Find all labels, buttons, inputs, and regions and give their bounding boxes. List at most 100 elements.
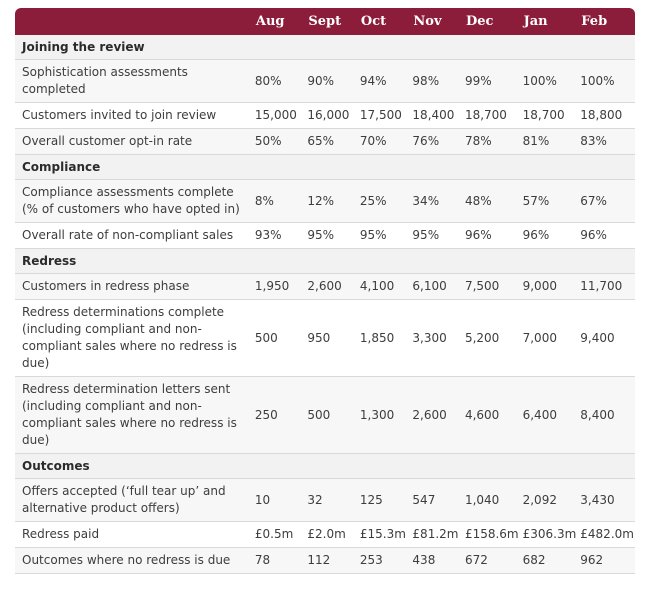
row-value: 25% (356, 179, 410, 223)
row-value: 9,400 (577, 299, 635, 377)
row-value: 438 (409, 547, 462, 574)
row-value: 18,700 (461, 102, 520, 129)
row-label: Redress paid (15, 521, 252, 548)
row-value: 48% (461, 179, 520, 223)
row-value: £81.2m (409, 521, 462, 548)
row-value: £2.0m (304, 521, 357, 548)
row-value: 93% (251, 222, 305, 249)
header-month-oct: Oct (356, 8, 410, 35)
row-value: 10 (251, 478, 305, 522)
row-value: 2,092 (519, 478, 578, 522)
table-header-row: Aug Sept Oct Nov Dec Jan Feb (15, 8, 635, 35)
row-value: 17,500 (356, 102, 410, 129)
row-label: Offers accepted (‘full tear up’ and alte… (15, 478, 252, 522)
row-value: 67% (577, 179, 635, 223)
row-label: Compliance assessments complete (% of cu… (15, 179, 252, 223)
table-row: Overall customer opt-in rate 50% 65% 70% 76%… (15, 128, 635, 155)
review-progress-table: Aug Sept Oct Nov Dec Jan Feb Joining the… (15, 8, 635, 574)
table-row: Redress paid £0.5m £2.0m £15.3m £81.2m £158.6… (15, 521, 635, 548)
row-value: 250 (251, 376, 305, 454)
row-value: 34% (409, 179, 462, 223)
row-value: £0.5m (251, 521, 305, 548)
row-value: 11,700 (577, 273, 635, 300)
row-value: 1,300 (356, 376, 410, 454)
section-title: Joining the review (15, 35, 635, 60)
row-value: 1,950 (251, 273, 305, 300)
row-value: 96% (519, 222, 578, 249)
row-value: 78 (251, 547, 305, 574)
row-value: 4,600 (461, 376, 520, 454)
row-value: £15.3m (356, 521, 410, 548)
row-label: Sophistication assessments completed (15, 59, 252, 103)
row-value: 81% (519, 128, 578, 155)
row-value: 95% (409, 222, 462, 249)
row-value: 76% (409, 128, 462, 155)
row-value: £306.3m (519, 521, 578, 548)
row-value: 3,300 (409, 299, 462, 377)
row-label: Redress determination letters sent (incl… (15, 376, 252, 454)
section-title: Compliance (15, 154, 635, 180)
row-value: 95% (356, 222, 410, 249)
row-value: 100% (519, 59, 578, 103)
row-value: 12% (304, 179, 357, 223)
row-value: 112 (304, 547, 357, 574)
row-value: 18,400 (409, 102, 462, 129)
row-value: 547 (409, 478, 462, 522)
section-header-row: Joining the review (15, 35, 635, 60)
row-value: 65% (304, 128, 357, 155)
row-value: 1,850 (356, 299, 410, 377)
row-value: 57% (519, 179, 578, 223)
row-value: 98% (409, 59, 462, 103)
review-progress-table-wrapper: Aug Sept Oct Nov Dec Jan Feb Joining the… (15, 8, 635, 574)
section-header-row: Compliance (15, 154, 635, 180)
row-value: 1,040 (461, 478, 520, 522)
row-label: Customers invited to join review (15, 102, 252, 129)
table-row: Offers accepted (‘full tear up’ and alte… (15, 478, 635, 522)
table-body: Joining the review Sophistication assessm… (15, 35, 635, 574)
row-value: 95% (304, 222, 357, 249)
row-value: 2,600 (409, 376, 462, 454)
row-value: 6,400 (519, 376, 578, 454)
table-row: Redress determination letters sent (incl… (15, 376, 635, 454)
row-value: 7,000 (519, 299, 578, 377)
row-value: 18,800 (577, 102, 635, 129)
row-value: 32 (304, 478, 357, 522)
row-value: 80% (251, 59, 305, 103)
row-value: 100% (577, 59, 635, 103)
row-value: 94% (356, 59, 410, 103)
row-value: 6,100 (409, 273, 462, 300)
row-value: 5,200 (461, 299, 520, 377)
section-title: Redress (15, 248, 635, 274)
header-month-dec: Dec (461, 8, 520, 35)
row-value: 500 (304, 376, 357, 454)
row-value: 672 (461, 547, 520, 574)
header-month-nov: Nov (409, 8, 462, 35)
row-value: 18,700 (519, 102, 578, 129)
row-value: 99% (461, 59, 520, 103)
table-row: Compliance assessments complete (% of cu… (15, 179, 635, 223)
row-value: 90% (304, 59, 357, 103)
row-value: 96% (577, 222, 635, 249)
row-value: 83% (577, 128, 635, 155)
section-title: Outcomes (15, 453, 635, 479)
row-value: 16,000 (304, 102, 357, 129)
row-value: £158.6m (461, 521, 520, 548)
row-value: 2,600 (304, 273, 357, 300)
header-month-feb: Feb (577, 8, 635, 35)
row-value: 9,000 (519, 273, 578, 300)
table-row: Outcomes where no redress is due 78 112 253… (15, 547, 635, 574)
table-row: Customers in redress phase 1,950 2,600 4,10… (15, 273, 635, 300)
row-value: 8% (251, 179, 305, 223)
section-header-row: Redress (15, 248, 635, 274)
row-value: 500 (251, 299, 305, 377)
table-row: Customers invited to join review 15,000 16… (15, 102, 635, 129)
row-value: 3,430 (577, 478, 635, 522)
row-value: 50% (251, 128, 305, 155)
row-value: 15,000 (251, 102, 305, 129)
row-value: 8,400 (577, 376, 635, 454)
row-value: 950 (304, 299, 357, 377)
row-value: 96% (461, 222, 520, 249)
header-month-aug: Aug (251, 8, 305, 35)
row-label: Overall customer opt-in rate (15, 128, 252, 155)
row-value: 682 (519, 547, 578, 574)
